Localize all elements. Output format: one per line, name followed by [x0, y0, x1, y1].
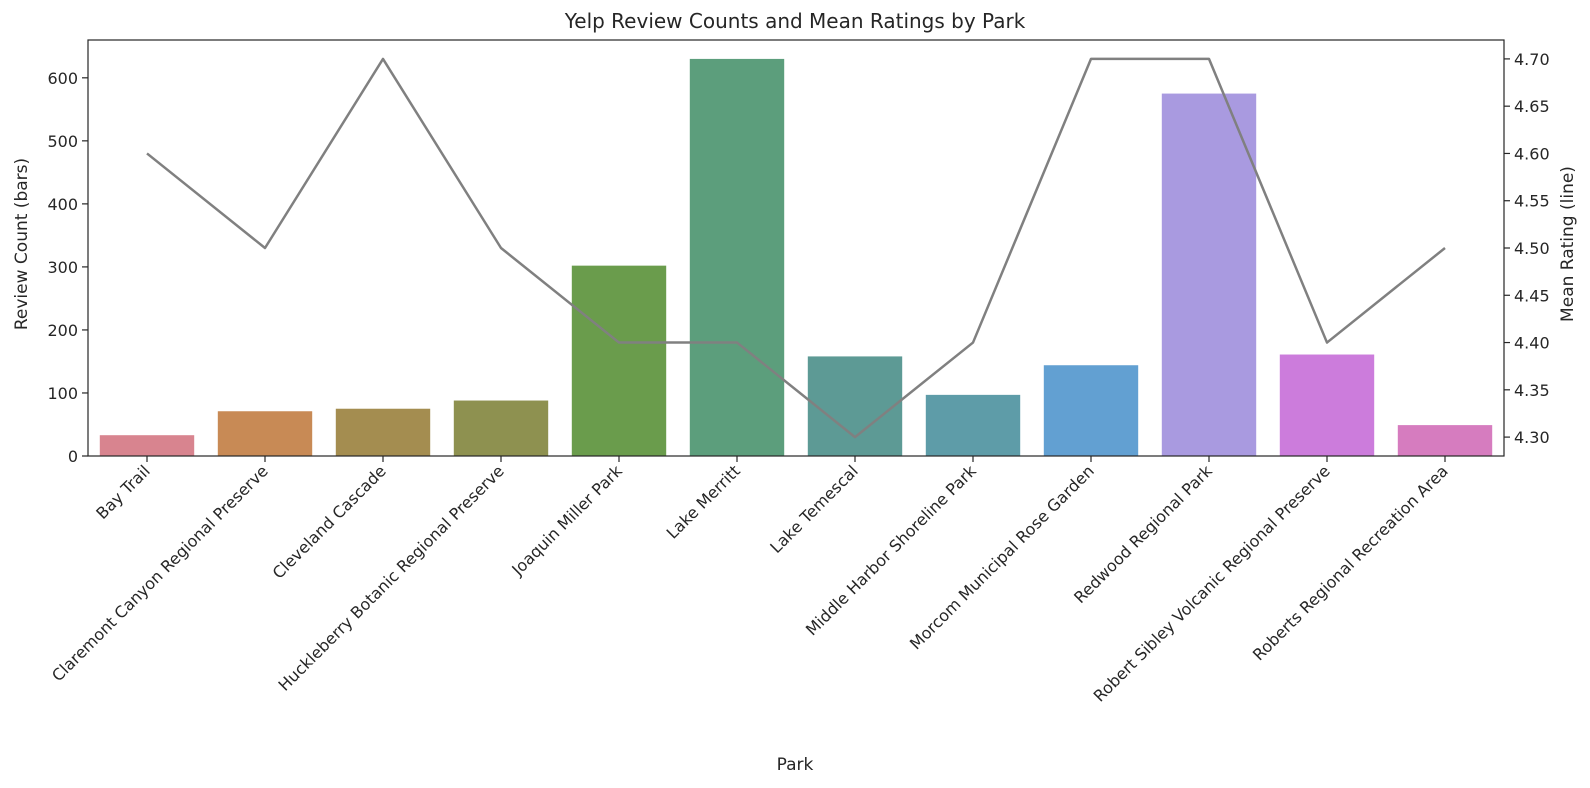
y-tick-label: 300: [47, 258, 78, 277]
rating-line-group: [146, 57, 1446, 439]
bar-3: [335, 408, 431, 456]
x-tick-label: Huckleberry Botanic Regional Preserve: [275, 461, 508, 694]
rating-line: [146, 57, 1446, 439]
x-tick-label: Bay Trail: [92, 461, 154, 523]
bar-12: [1397, 425, 1493, 456]
bar-7: [807, 356, 903, 456]
bar-10: [1161, 93, 1257, 457]
bar-9: [1043, 365, 1139, 456]
chart-title: Yelp Review Counts and Mean Ratings by P…: [564, 9, 1026, 33]
x-tick-label: Morcom Municipal Rose Garden: [906, 461, 1098, 653]
y-tick-label: 200: [47, 321, 78, 340]
x-tick-label: Roberts Regional Recreation Area: [1249, 461, 1452, 664]
x-tick-label: Cleveland Cascade: [269, 461, 390, 582]
x-tick-label: Claremont Canyon Regional Preserve: [48, 461, 272, 685]
bar-4: [453, 400, 549, 456]
y2-tick-label: 4.45: [1514, 286, 1550, 305]
bar-8: [925, 394, 1021, 456]
bar-2: [217, 411, 313, 456]
y2-tick-label: 4.70: [1514, 50, 1550, 69]
bars-group: [99, 58, 1493, 457]
y2-tick-label: 4.65: [1514, 97, 1550, 116]
y-tick-label: 600: [47, 69, 78, 88]
x-tick-label: Robert Sibley Volcanic Regional Preserve: [1090, 461, 1334, 705]
x-tick-label: Redwood Regional Park: [1070, 461, 1216, 607]
x-tick-label: Lake Temescal: [766, 461, 862, 557]
y-tick-label: 500: [47, 132, 78, 151]
y-tick-label: 0: [68, 447, 78, 466]
bar-1: [99, 435, 195, 456]
y-tick-label: 100: [47, 384, 78, 403]
y2-tick-label: 4.30: [1514, 428, 1550, 447]
x-axis-title: Park: [777, 755, 814, 775]
y2-tick-label: 4.35: [1514, 381, 1550, 400]
y2-tick-label: 4.40: [1514, 334, 1550, 353]
y-ticks-group: 0 100 200 300 400 500 600: [47, 69, 88, 466]
x-tick-label: Lake Merritt: [663, 461, 744, 542]
y2-tick-label: 4.60: [1514, 144, 1550, 163]
y2-axis-title: Mean Rating (line): [1558, 166, 1578, 322]
y2-tick-label: 4.50: [1514, 239, 1550, 258]
bar-6: [689, 58, 785, 457]
bar-11: [1279, 354, 1375, 456]
x-tick-label: Joaquin Miller Park: [507, 461, 626, 580]
y2-tick-label: 4.55: [1514, 192, 1550, 211]
bar-5: [571, 265, 667, 456]
y-axis-title: Review Count (bars): [12, 158, 32, 330]
y2-ticks-group: 4.30 4.35 4.40 4.45 4.50 4.55 4.60 4.65 4.70: [1504, 50, 1550, 447]
y-tick-label: 400: [47, 195, 78, 214]
